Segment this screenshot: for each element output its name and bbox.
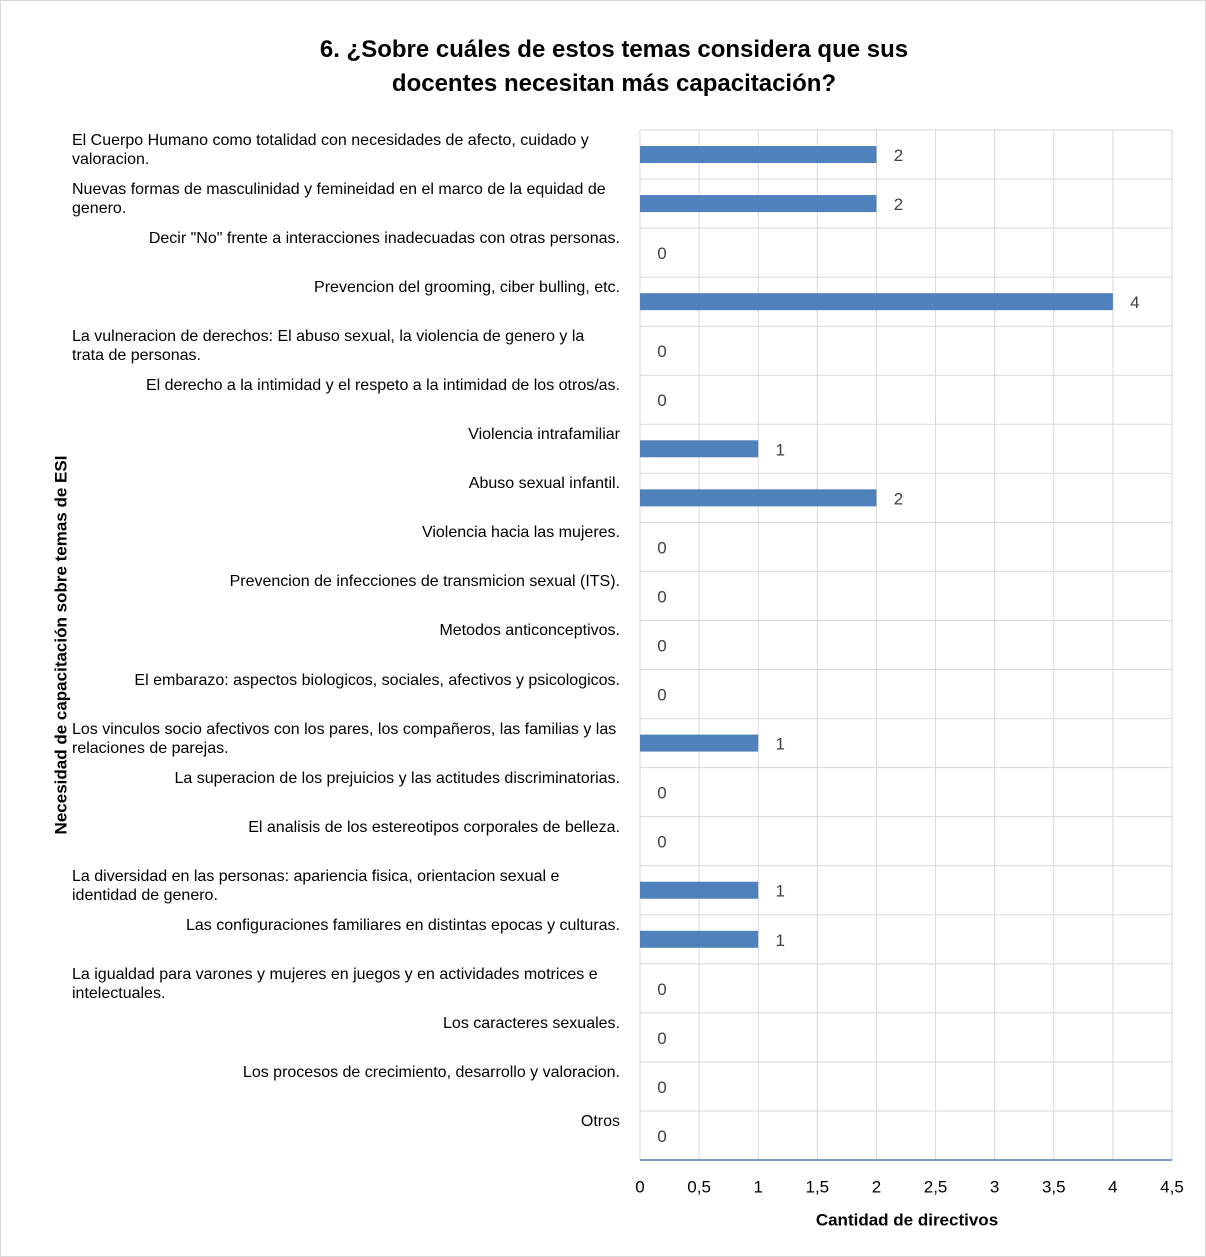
x-tick-label: 2,5: [924, 1177, 948, 1196]
y-tick-label: Nuevas formas de masculinidad y femineid…: [72, 181, 606, 218]
bar: [640, 734, 759, 752]
y-tick-label: El analisis de los estereotipos corporal…: [248, 818, 620, 836]
y-tick-label: Prevencion del grooming, ciber bulling, …: [314, 279, 620, 297]
y-tick-label: La diversidad en las personas: aparienci…: [72, 867, 560, 904]
x-tick-label: 2: [872, 1177, 881, 1196]
data-label: 0: [657, 636, 666, 655]
data-label: 0: [657, 587, 666, 606]
bar: [640, 881, 759, 899]
data-label: 2: [894, 195, 903, 214]
y-tick-label: Los caracteres sexuales.: [443, 1014, 620, 1032]
y-tick-label: Metodos anticonceptivos.: [439, 622, 620, 640]
data-label: 0: [657, 538, 666, 557]
data-label: 4: [1130, 293, 1139, 312]
y-tick-label: El derecho a la intimidad y el respeto a…: [145, 377, 620, 395]
x-tick-label: 0: [635, 1177, 644, 1196]
bar: [640, 146, 877, 164]
x-tick-label: 4,5: [1160, 1177, 1184, 1196]
data-label: 1: [775, 440, 784, 459]
y-tick-label: La superacion de los prejuicios y las ac…: [174, 769, 620, 787]
data-label: 1: [775, 931, 784, 950]
data-label: 0: [657, 980, 666, 999]
y-tick-label: Violencia intrafamiliar: [468, 426, 620, 444]
y-tick-label: Los vinculos socio afectivos con los par…: [72, 720, 617, 757]
x-axis-title: Cantidad de directivos: [816, 1210, 998, 1229]
data-label: 0: [657, 391, 666, 410]
y-tick-label: La igualdad para varones y mujeres en ju…: [72, 965, 598, 1002]
bar: [640, 489, 877, 507]
data-label: 1: [775, 735, 784, 754]
data-label: 0: [657, 1127, 666, 1146]
y-tick-label: Prevencion de infecciones de transmicion…: [229, 573, 620, 591]
bar: [640, 930, 759, 948]
y-axis-title: Necesidad de capacitación sobre temas de…: [51, 456, 70, 835]
data-label: 1: [775, 882, 784, 901]
x-tick-label: 4: [1108, 1177, 1117, 1196]
data-label: 0: [657, 686, 666, 705]
data-label: 0: [657, 342, 666, 361]
x-tick-label: 1,5: [806, 1177, 830, 1196]
y-tick-label: Violencia hacia las mujeres.: [421, 524, 620, 542]
data-label: 0: [657, 244, 666, 263]
x-tick-label: 1: [753, 1177, 762, 1196]
x-tick-label: 3,5: [1042, 1177, 1066, 1196]
data-label: 2: [894, 146, 903, 165]
x-tick-label: 0,5: [687, 1177, 711, 1196]
data-label: 0: [657, 833, 666, 852]
x-tick-label: 3: [990, 1177, 999, 1196]
data-label: 0: [657, 1029, 666, 1048]
bar: [640, 440, 759, 458]
y-tick-label: Los procesos de crecimiento, desarrollo …: [242, 1063, 620, 1081]
y-tick-label: El embarazo: aspectos biologicos, social…: [134, 671, 620, 689]
y-tick-label: La vulneracion de derechos: El abuso sex…: [72, 328, 585, 365]
bar: [640, 195, 877, 213]
y-tick-label: Otros: [580, 1112, 620, 1130]
y-tick-label: Abuso sexual infantil.: [468, 475, 620, 493]
data-label: 0: [657, 784, 666, 803]
y-tick-label: Las configuraciones familiares en distin…: [186, 916, 620, 934]
y-tick-label: El Cuerpo Humano como totalidad con nece…: [72, 132, 589, 168]
data-label: 2: [894, 489, 903, 508]
y-tick-label: Decir "No" frente a interacciones inadec…: [148, 230, 620, 248]
bar: [640, 293, 1113, 311]
data-label: 0: [657, 1078, 666, 1097]
chart-title: 6. ¿Sobre cuáles de estos temas consider…: [319, 36, 909, 97]
